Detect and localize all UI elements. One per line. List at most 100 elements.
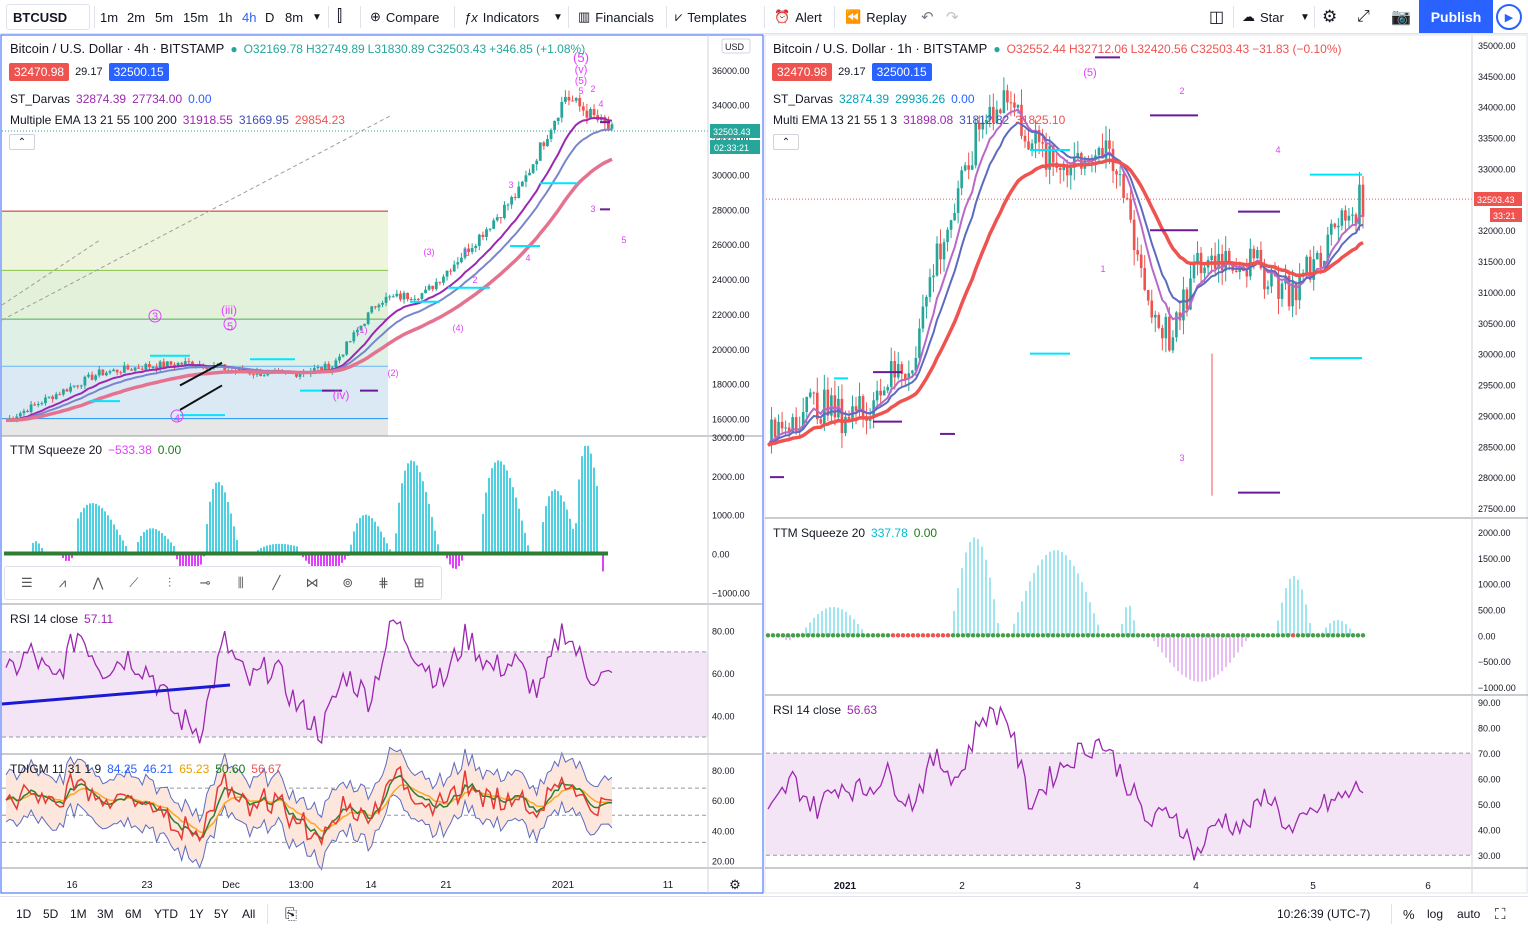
- abc-pattern-icon[interactable]: ⋀: [92, 575, 104, 590]
- left-title: Bitcoin / U.S. Dollar · 4h · BITSTAMP: [10, 41, 225, 56]
- candle: [295, 373, 298, 377]
- candle: [467, 248, 470, 253]
- right-chart[interactable]: (5) 2 4 1 3: [765, 56, 1472, 861]
- candle: [438, 281, 442, 283]
- line-icon[interactable]: ╱: [272, 575, 281, 590]
- candle: [1157, 314, 1161, 328]
- compare-button[interactable]: ⊕ Compare: [370, 0, 439, 34]
- fullscreen-icon[interactable]: ⤢: [1357, 8, 1370, 25]
- interval-4h[interactable]: 4h: [242, 9, 257, 25]
- range-1d[interactable]: 1D: [16, 907, 32, 921]
- candle: [481, 234, 485, 237]
- range-1y[interactable]: 1Y: [189, 907, 204, 921]
- interval-5m[interactable]: 5m: [155, 9, 174, 25]
- spiral-icon[interactable]: ⊚: [342, 575, 354, 590]
- candle: [882, 390, 886, 396]
- candle: [406, 292, 410, 300]
- interval-1h[interactable]: 1h: [218, 9, 233, 25]
- candle: [1245, 270, 1249, 277]
- range-5y[interactable]: 5Y: [214, 907, 229, 921]
- ruler-icon[interactable]: ⊞: [413, 575, 425, 590]
- range-1m[interactable]: 1M: [70, 907, 87, 921]
- candle: [858, 396, 861, 411]
- range-all[interactable]: All: [242, 907, 256, 921]
- candle: [424, 289, 427, 294]
- percent-toggle[interactable]: %: [1403, 906, 1415, 922]
- right-price-tick: 27500.00: [1478, 504, 1516, 514]
- left-open: O32169.78: [243, 41, 303, 56]
- right-buy-price[interactable]: 32500.15: [871, 63, 932, 81]
- candle: [373, 306, 377, 308]
- left-buy-price[interactable]: 32500.15: [108, 63, 169, 81]
- left-sell-price[interactable]: 32470.98: [9, 63, 70, 81]
- camera-icon[interactable]: 📷: [1391, 9, 1411, 26]
- trendline-icon[interactable]: ⟋: [129, 575, 139, 590]
- candle: [1326, 234, 1330, 261]
- play-icon[interactable]: ▶: [1496, 4, 1522, 30]
- interval-2m[interactable]: 2m: [127, 9, 146, 25]
- candle: [823, 389, 826, 424]
- replay-button[interactable]: ⏪ Replay: [845, 0, 907, 34]
- right-ema-legend: Multi EMA 13 21 55 1 3 31898.08 31812.82…: [773, 113, 1071, 127]
- squeeze-dot: [1015, 633, 1021, 638]
- fullscreen-icon[interactable]: ⛶: [1495, 905, 1506, 923]
- candle: [69, 386, 72, 392]
- candle: [574, 98, 578, 101]
- log-toggle[interactable]: log: [1427, 907, 1444, 921]
- templates-button[interactable]: ⩗ Templates: [675, 0, 747, 34]
- auto-toggle[interactable]: auto: [1457, 907, 1481, 921]
- indicators-button[interactable]: ƒx Indicators: [464, 0, 539, 34]
- chevron-down-icon[interactable]: ▼: [553, 11, 563, 23]
- publish-button[interactable]: Publish: [1419, 0, 1493, 33]
- star-button[interactable]: ☁ Star: [1242, 0, 1284, 34]
- collapse-legend-button[interactable]: ⌃: [9, 134, 35, 150]
- candle: [72, 385, 76, 387]
- interval-d[interactable]: D: [265, 9, 275, 25]
- candles-icon[interactable]: ⫿: [337, 8, 343, 25]
- range-3m[interactable]: 3M: [97, 907, 114, 921]
- chevron-down-icon[interactable]: ▼: [1300, 11, 1310, 23]
- candle: [452, 264, 456, 272]
- redo-icon[interactable]: ↷: [946, 9, 959, 26]
- left-tdi-tick: 40.00: [712, 826, 735, 836]
- right-sell-price[interactable]: 32470.98: [772, 63, 833, 81]
- horizontal-lines-icon[interactable]: ☰: [21, 575, 33, 590]
- gear-icon[interactable]: ⚙: [1322, 7, 1338, 26]
- candle: [1034, 130, 1037, 144]
- layout-icon[interactable]: ◫: [1209, 9, 1225, 26]
- left-time-tick: 11: [663, 880, 674, 891]
- candle: [549, 130, 553, 139]
- candle: [918, 328, 921, 358]
- interval-15m[interactable]: 15m: [183, 9, 209, 25]
- alert-button[interactable]: ⏰ Alert: [774, 0, 822, 34]
- range-ytd[interactable]: YTD: [154, 907, 178, 921]
- left-ema-v3: 29854.23: [294, 113, 345, 127]
- candle: [416, 298, 420, 300]
- clock-time[interactable]: 10:26:39 (UTC-7): [1277, 907, 1371, 921]
- collapse-legend-button[interactable]: ⌃: [773, 134, 799, 150]
- xabcd-icon[interactable]: ⋈: [305, 575, 319, 590]
- left-rsi-tick: 40.00: [712, 712, 735, 722]
- range-6m[interactable]: 6M: [125, 907, 142, 921]
- chevron-down-icon[interactable]: ▼: [312, 11, 322, 23]
- financials-button[interactable]: ▥ Financials: [578, 0, 654, 34]
- left-tdi-v2: 46.21: [143, 762, 174, 776]
- candle: [133, 367, 137, 371]
- interval-8m[interactable]: 8m: [285, 9, 304, 25]
- interval-1m[interactable]: 1m: [100, 9, 119, 25]
- channel-icon[interactable]: ⋕: [377, 575, 389, 590]
- ray-icon[interactable]: ⊸: [199, 575, 211, 590]
- range-5d[interactable]: 5D: [43, 907, 59, 921]
- right-darvas-name: ST_Darvas: [773, 92, 834, 106]
- bars-pattern-icon[interactable]: ⫼: [237, 575, 244, 590]
- left-price-tick: 34000.00: [712, 101, 750, 111]
- symbol-search[interactable]: BTCUSD: [6, 4, 90, 30]
- undo-icon[interactable]: ↶: [921, 9, 934, 26]
- wave-label: 4: [525, 253, 530, 263]
- fib-icon[interactable]: ⫶: [167, 575, 172, 590]
- calendar-goto-icon[interactable]: ⎘: [285, 905, 298, 923]
- wave-pattern-icon[interactable]: ⩘: [58, 575, 67, 590]
- squeeze-dot: [945, 633, 951, 638]
